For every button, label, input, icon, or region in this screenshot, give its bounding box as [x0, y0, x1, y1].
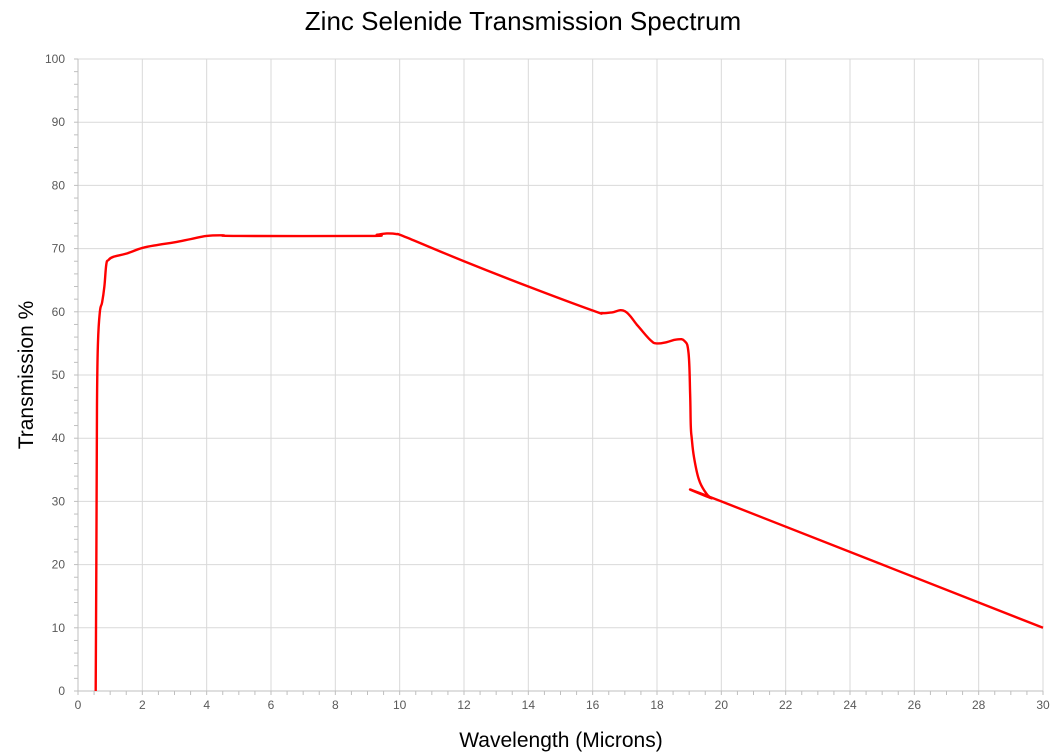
- x-tick-label: 18: [650, 698, 664, 712]
- series-group: [94, 232, 1044, 692]
- x-tick-label: 16: [586, 698, 600, 712]
- x-tick-label: 0: [75, 698, 82, 712]
- x-tick-label: 26: [908, 698, 922, 712]
- y-tick-label: 60: [52, 305, 66, 319]
- x-tick-label: 30: [1036, 698, 1050, 712]
- x-tick-label: 22: [779, 698, 793, 712]
- x-tick-label: 10: [393, 698, 407, 712]
- y-tick-label: 20: [52, 558, 66, 572]
- y-tick-label: 10: [52, 621, 66, 635]
- x-tick-label: 14: [522, 698, 536, 712]
- y-tick-label: 70: [52, 242, 66, 256]
- x-tick-label: 12: [457, 698, 471, 712]
- x-tick-label: 2: [139, 698, 146, 712]
- x-tick-label: 4: [203, 698, 210, 712]
- axes: [74, 58, 1044, 695]
- y-tick-label: 40: [52, 431, 66, 445]
- x-tick-label: 28: [972, 698, 986, 712]
- x-axis-label: Wavelength (Microns): [459, 729, 662, 752]
- x-tick-labels: 0 2 4 6 8 10 12 14 16 18 20 22 24 26 28 30: [75, 698, 1050, 712]
- x-tick-label: 6: [268, 698, 275, 712]
- y-tick-label: 100: [45, 52, 65, 66]
- y-tick-label: 30: [52, 494, 66, 508]
- y-tick-labels: 0 10 20 30 40 50 60 70 80 90 100: [45, 52, 65, 698]
- x-tick-label: 8: [332, 698, 339, 712]
- gridlines: [78, 58, 1044, 691]
- x-tick-label: 20: [715, 698, 729, 712]
- y-tick-label: 90: [52, 115, 66, 129]
- series-line: [94, 232, 1044, 692]
- x-tick-label: 24: [843, 698, 857, 712]
- y-tick-label: 50: [52, 368, 66, 382]
- chart-title: Zinc Selenide Transmission Spectrum: [305, 6, 741, 36]
- y-tick-label: 80: [52, 178, 66, 192]
- y-axis-label: Transmission %: [15, 301, 38, 450]
- y-tick-label: 0: [58, 684, 65, 698]
